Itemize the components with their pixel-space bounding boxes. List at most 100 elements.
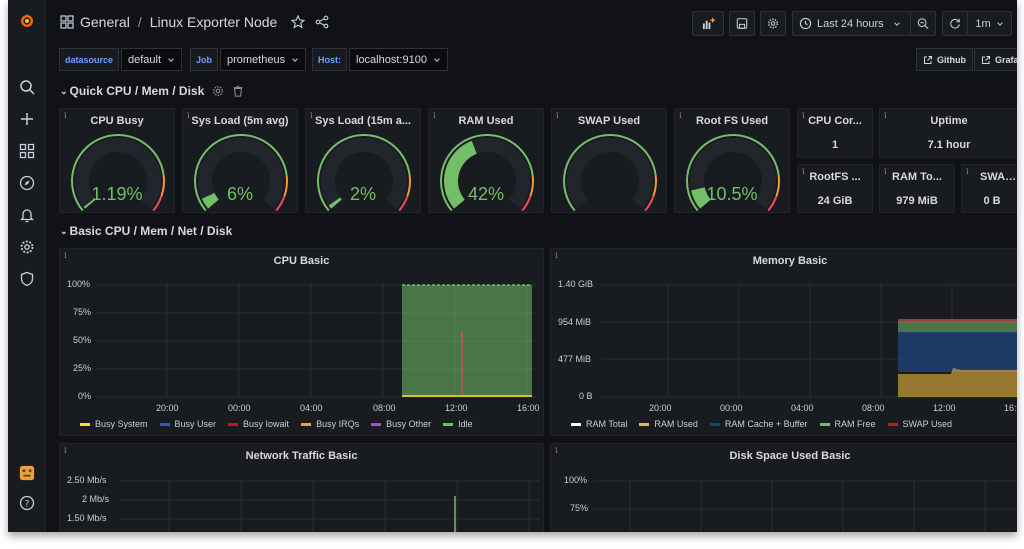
stat-panel-ram-total[interactable]: i RAM To... 979 MiB	[879, 164, 955, 213]
legend-item-busy-other[interactable]: Busy Other	[371, 419, 431, 429]
panel-title[interactable]: CPU Cor...	[808, 115, 862, 127]
graph-panel-disk-space-used-basic[interactable]: i Disk Space Used Basic 100% 75%	[550, 443, 1017, 532]
idle-series-area	[402, 285, 532, 397]
gear-icon[interactable]	[14, 234, 40, 260]
gauge-value: 10.5%	[706, 184, 758, 204]
panel-info-icon[interactable]: i	[884, 167, 887, 176]
panel-info-icon[interactable]: i	[555, 446, 558, 455]
panel-info-icon[interactable]: i	[433, 111, 436, 120]
share-icon[interactable]	[315, 15, 329, 29]
legend-item-ram-free[interactable]: RAM Free	[819, 419, 876, 429]
search-icon[interactable]	[14, 74, 40, 100]
dashboard-settings-button[interactable]	[760, 11, 786, 36]
panel-info-icon[interactable]: i	[64, 111, 67, 120]
panel-info-icon[interactable]: i	[64, 446, 67, 455]
variable-select-job[interactable]: prometheus	[220, 48, 307, 71]
zoom-out-button[interactable]	[910, 11, 936, 36]
legend: RAM Total RAM Used RAM Cache + Buffer RA…	[571, 419, 952, 429]
legend-item-ram-used[interactable]: RAM Used	[639, 419, 698, 429]
help-icon[interactable]: ?	[14, 490, 40, 516]
refresh-interval-label: 1m	[975, 17, 991, 30]
memory-basic-plot	[601, 284, 1017, 398]
panel-title[interactable]: SWAP Used	[577, 115, 641, 127]
panel-title[interactable]: Sys Load (15m a...	[315, 115, 411, 127]
stat-panel-rootfs-total[interactable]: i RootFS ... 24 GiB	[797, 164, 873, 213]
panel-info-icon[interactable]: i	[802, 111, 805, 120]
panel-info-icon[interactable]: i	[310, 111, 313, 120]
refresh-button[interactable]	[942, 11, 968, 36]
legend-item-busy-iowait[interactable]: Busy Iowait	[228, 419, 289, 429]
x-tick-label: 08:00	[862, 403, 885, 413]
panel-info-icon[interactable]: i	[679, 111, 682, 120]
star-icon[interactable]	[291, 15, 306, 29]
time-range-picker[interactable]: Last 24 hours	[792, 11, 911, 36]
grafana-logo-icon[interactable]	[14, 8, 40, 34]
panel-info-icon[interactable]: i	[187, 111, 190, 120]
stat-value: 1	[831, 139, 839, 151]
panel-title[interactable]: RootFS ...	[809, 171, 861, 183]
add-panel-button[interactable]	[692, 11, 724, 36]
row-basic-cpu-mem-net-disk[interactable]: ⌄ Basic CPU / Mem / Net / Disk	[60, 224, 232, 238]
panel-title[interactable]: CPU Basic	[273, 255, 330, 267]
panel-title[interactable]: Root FS Used	[695, 115, 769, 127]
dashboards-grid-icon[interactable]	[14, 138, 40, 164]
panel-info-icon[interactable]: i	[556, 111, 559, 120]
gauge-track	[321, 138, 407, 209]
legend-item-busy-irqs[interactable]: Busy IRQs	[301, 419, 359, 429]
legend-item-busy-user[interactable]: Busy User	[159, 419, 216, 429]
legend-item-busy-system[interactable]: Busy System	[80, 419, 148, 429]
gear-icon[interactable]	[212, 85, 224, 97]
panel-info-icon[interactable]: i	[802, 167, 805, 176]
panel-title[interactable]: Memory Basic	[752, 255, 828, 267]
gauge-threshold-arc	[521, 195, 532, 211]
stat-panel-cpu-cores[interactable]: i CPU Cor... 1	[797, 108, 873, 158]
graph-panel-cpu-basic[interactable]: i CPU Basic 100% 75% 50% 25% 0% 20:00 00…	[59, 248, 544, 436]
y-tick-label: 75%	[73, 307, 92, 317]
variable-select-datasource[interactable]: default	[121, 48, 183, 71]
user-avatar-icon[interactable]	[14, 460, 40, 486]
gauge-panel-ram-used[interactable]: i RAM Used 42%	[428, 108, 544, 213]
panel-info-icon[interactable]: i	[884, 111, 887, 120]
legend-item-idle[interactable]: Idle	[443, 419, 473, 429]
graph-panel-network-traffic-basic[interactable]: i Network Traffic Basic 2.50 Mb/s 2 Mb/s…	[59, 443, 544, 532]
legend-item-ram-total[interactable]: RAM Total	[571, 419, 627, 429]
shield-icon[interactable]	[14, 266, 40, 292]
row-quick-cpu-mem-disk[interactable]: ⌄ Quick CPU / Mem / Disk	[60, 84, 244, 98]
panel-title[interactable]: CPU Busy	[90, 115, 144, 127]
gauge-track	[567, 138, 653, 209]
graph-panel-memory-basic[interactable]: i Memory Basic 1.40 GiB 954 MiB 477 MiB …	[550, 248, 1017, 436]
gauge-panel-sys-load-5m[interactable]: i Sys Load (5m avg) 6%	[182, 108, 298, 213]
dashboard-title[interactable]: Linux Exporter Node	[149, 14, 278, 30]
github-link[interactable]: Github	[916, 48, 973, 71]
gauge-panel-sys-load-15m[interactable]: i Sys Load (15m a... 2%	[305, 108, 421, 213]
panel-info-icon[interactable]: i	[555, 251, 558, 260]
bell-alerting-icon[interactable]	[14, 202, 40, 228]
panel-info-icon[interactable]: i	[966, 167, 969, 176]
legend-item-swap-used[interactable]: SWAP Used	[887, 419, 952, 429]
panel-title[interactable]: Network Traffic Basic	[245, 450, 358, 462]
compass-explore-icon[interactable]	[14, 170, 40, 196]
panel-title[interactable]: SWAP T...	[980, 171, 1017, 183]
panel-title[interactable]: Sys Load (5m avg)	[191, 115, 289, 127]
plus-icon[interactable]	[14, 106, 40, 132]
grafana-link[interactable]: Grafa	[974, 48, 1017, 71]
panel-info-icon[interactable]: i	[64, 251, 67, 260]
stat-panel-swap-total[interactable]: i SWAP T... 0 B	[961, 164, 1017, 213]
trash-icon[interactable]	[232, 85, 244, 97]
panel-title[interactable]: RAM To...	[892, 171, 942, 183]
panel-title[interactable]: Uptime	[930, 115, 968, 127]
gauge-dial	[194, 134, 289, 211]
panel-title[interactable]: Disk Space Used Basic	[729, 450, 851, 462]
breadcrumb-folder[interactable]: General	[80, 14, 130, 30]
variable-select-host[interactable]: localhost:9100	[349, 48, 448, 71]
panel-title[interactable]: RAM Used	[458, 115, 514, 127]
refresh-interval-picker[interactable]: 1m	[967, 11, 1012, 36]
save-dashboard-button[interactable]	[729, 11, 755, 36]
stat-panel-uptime[interactable]: i Uptime 7.1 hour	[879, 108, 1017, 158]
legend-item-ram-cache-buffer[interactable]: RAM Cache + Buffer	[709, 419, 808, 429]
gauge-panel-swap-used[interactable]: i SWAP Used	[551, 108, 667, 213]
legend-label: RAM Cache + Buffer	[724, 419, 808, 429]
variable-value-host: localhost:9100	[356, 53, 427, 66]
gauge-panel-cpu-busy[interactable]: i CPU Busy 1.19%	[59, 108, 175, 213]
gauge-panel-root-fs-used[interactable]: i Root FS Used 10.5%	[674, 108, 790, 213]
